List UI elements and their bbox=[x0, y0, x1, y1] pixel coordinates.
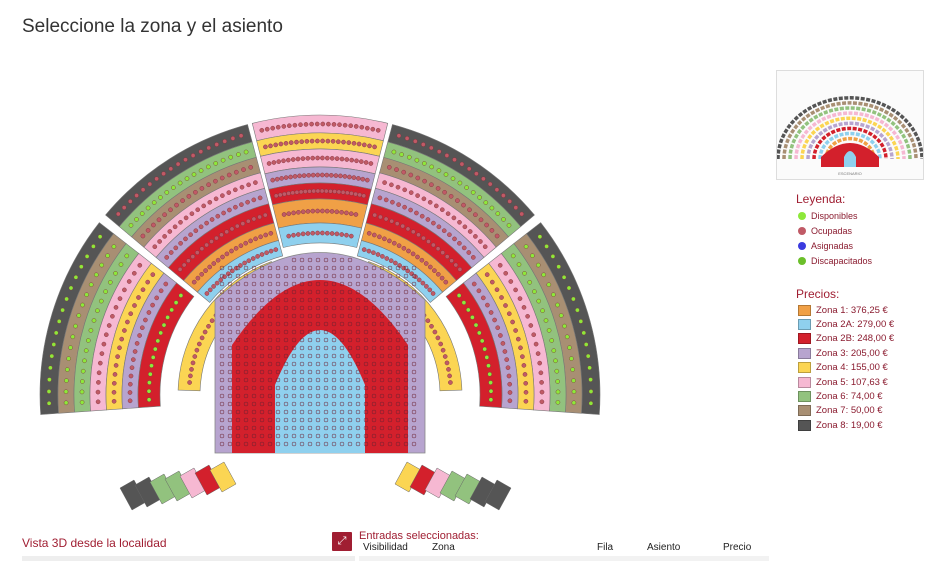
ro-zone2b-inner-seats[interactable] bbox=[456, 293, 494, 403]
legend-item-occupied: Ocupadas bbox=[798, 223, 872, 238]
center-zone2a-boxes[interactable] bbox=[278, 222, 362, 248]
center-tier-zone5-mid-seats[interactable] bbox=[266, 155, 374, 166]
zona-2a-swatch bbox=[798, 319, 811, 331]
right-lower-box-0[interactable] bbox=[394, 461, 422, 493]
lo-side-zone5-seats[interactable] bbox=[95, 262, 143, 405]
column-visibilidad: Visibilidad bbox=[363, 542, 408, 553]
available-dot-icon bbox=[798, 211, 806, 220]
lu-tier-1-seats[interactable] bbox=[128, 149, 249, 228]
zona-5-swatch bbox=[798, 376, 811, 388]
column-fila: Fila bbox=[597, 542, 614, 553]
ro-zone2b-inner[interactable] bbox=[445, 282, 503, 409]
column-precio: Precio bbox=[723, 542, 752, 553]
lo-side-zone7-seats[interactable] bbox=[63, 244, 117, 406]
lu-tier-4-seats[interactable] bbox=[164, 195, 263, 260]
right-lower-box-3[interactable] bbox=[439, 470, 467, 502]
occupied-dot-icon bbox=[798, 226, 806, 235]
center-tier-zone4-outer-seats[interactable] bbox=[263, 138, 377, 150]
selected-tickets-panel bbox=[359, 556, 769, 561]
expand-icon: ⤢ bbox=[337, 535, 347, 547]
ro-side-zone3-seats[interactable] bbox=[471, 281, 513, 404]
zona-3-swatch bbox=[798, 347, 811, 359]
price-item-zona-8[interactable]: Zona 8: 19,00 € bbox=[798, 418, 894, 432]
minimap-stage-label: ESCENARIO bbox=[838, 171, 862, 176]
column-zona: Zona bbox=[432, 542, 455, 553]
right-lower-box-1[interactable] bbox=[409, 464, 437, 496]
ru-tier-5-seats[interactable] bbox=[372, 212, 463, 272]
seat-map[interactable] bbox=[0, 45, 640, 515]
view-3d-title: Vista 3D desde la localidad bbox=[22, 536, 167, 550]
ru-tier-0-seats[interactable] bbox=[396, 133, 525, 217]
lu-tier-3-seats[interactable] bbox=[152, 180, 258, 249]
price-item-zona-2b[interactable]: Zona 2B: 248,00 € bbox=[798, 332, 894, 346]
left-lower-box-6[interactable] bbox=[209, 461, 237, 493]
zona-6-swatch bbox=[798, 391, 811, 403]
legend-list: Disponibles Ocupadas Asignadas Discapaci… bbox=[798, 208, 872, 268]
assigned-dot-icon bbox=[798, 241, 806, 250]
price-item-zona-1[interactable]: Zona 1: 376,25 € bbox=[798, 303, 894, 317]
ru-tier-1-seats[interactable] bbox=[391, 149, 512, 228]
expand-button[interactable]: ⤢ bbox=[332, 532, 352, 551]
right-lower-box-4[interactable] bbox=[454, 473, 482, 505]
center-zone2a-seats[interactable] bbox=[286, 230, 354, 239]
center-tier-zone2b-upper-seats[interactable] bbox=[273, 188, 367, 199]
zona-8-swatch bbox=[798, 419, 811, 431]
zona-7-swatch bbox=[798, 405, 811, 417]
lo-zone2b-inner-seats[interactable] bbox=[146, 293, 184, 403]
zona-2b-swatch bbox=[798, 333, 811, 345]
ro-side-zone7-seats[interactable] bbox=[523, 244, 577, 406]
ro-side-zone6-seats[interactable] bbox=[510, 253, 561, 405]
lo-side-zone8-seats[interactable] bbox=[46, 234, 103, 406]
center-tier-zone3-upper-seats[interactable] bbox=[270, 172, 370, 183]
legend-title: Leyenda: bbox=[796, 192, 846, 206]
legend-item-assigned: Asignadas bbox=[798, 238, 872, 253]
ru-tier-4-seats[interactable] bbox=[377, 195, 476, 260]
right-lower-box-6[interactable] bbox=[484, 479, 512, 511]
stalls-seat-grid[interactable] bbox=[219, 257, 417, 447]
ru-tier-7-seats[interactable] bbox=[361, 247, 436, 296]
price-item-zona-7[interactable]: Zona 7: 50,00 € bbox=[798, 404, 894, 418]
zona-1-swatch bbox=[798, 304, 811, 316]
lu-tier-6-seats[interactable] bbox=[191, 230, 274, 285]
selected-tickets-header: Visibilidad Zona Fila Asiento Precio bbox=[359, 542, 769, 554]
price-item-zona-3[interactable]: Zona 3: 205,00 € bbox=[798, 346, 894, 360]
legend-item-available: Disponibles bbox=[798, 208, 872, 223]
minimap-svg: ESCENARIO bbox=[776, 96, 924, 176]
minimap-stalls-center bbox=[844, 151, 856, 167]
ro-side-zone5-seats[interactable] bbox=[497, 262, 545, 405]
price-list: Zona 1: 376,25 € Zona 2A: 279,00 € Zona … bbox=[798, 303, 894, 433]
lo-zone2b-inner[interactable] bbox=[137, 282, 195, 409]
lu-tier-2-seats[interactable] bbox=[140, 165, 253, 239]
legend-item-disabled: Discapacitados bbox=[798, 253, 872, 268]
lu-tier-0-seats[interactable] bbox=[116, 133, 244, 217]
page-title: Seleccione la zona y el asiento bbox=[22, 16, 283, 37]
lu-tier-5-seats[interactable] bbox=[177, 212, 268, 272]
right-lower-box-2[interactable] bbox=[424, 467, 452, 499]
center-tier-zone5-outer-seats[interactable] bbox=[259, 121, 381, 133]
ru-tier-6-seats[interactable] bbox=[366, 230, 449, 285]
minimap-rows bbox=[776, 96, 924, 160]
ru-tier-3-seats[interactable] bbox=[382, 180, 488, 249]
stalls[interactable] bbox=[214, 252, 426, 454]
prices-title: Precios: bbox=[796, 287, 840, 301]
view-3d-panel bbox=[22, 556, 355, 561]
lo-side-zone3-seats[interactable] bbox=[127, 281, 169, 404]
price-item-zona-4[interactable]: Zona 4: 155,00 € bbox=[798, 361, 894, 375]
price-item-zona-5[interactable]: Zona 5: 107,63 € bbox=[798, 375, 894, 389]
wheelchair-icon bbox=[798, 256, 806, 265]
right-lower-box-5[interactable] bbox=[469, 476, 497, 508]
selected-tickets-title: Entradas seleccionadas: bbox=[359, 530, 479, 542]
center-zone1-seats[interactable] bbox=[281, 208, 359, 217]
price-item-zona-2a[interactable]: Zona 2A: 279,00 € bbox=[798, 317, 894, 331]
lu-tier-7-seats[interactable] bbox=[204, 247, 279, 296]
lo-side-zone4-seats[interactable] bbox=[111, 272, 156, 404]
column-asiento: Asiento bbox=[647, 542, 681, 553]
zona-4-swatch bbox=[798, 362, 811, 374]
lo-side-zone6-seats[interactable] bbox=[79, 253, 130, 405]
ro-side-zone8-seats[interactable] bbox=[537, 234, 594, 406]
ro-side-zone4-seats[interactable] bbox=[484, 272, 529, 404]
price-item-zona-6[interactable]: Zona 6: 74,00 € bbox=[798, 389, 894, 403]
ru-tier-2-seats[interactable] bbox=[386, 165, 500, 239]
minimap[interactable]: ESCENARIO bbox=[776, 70, 924, 180]
